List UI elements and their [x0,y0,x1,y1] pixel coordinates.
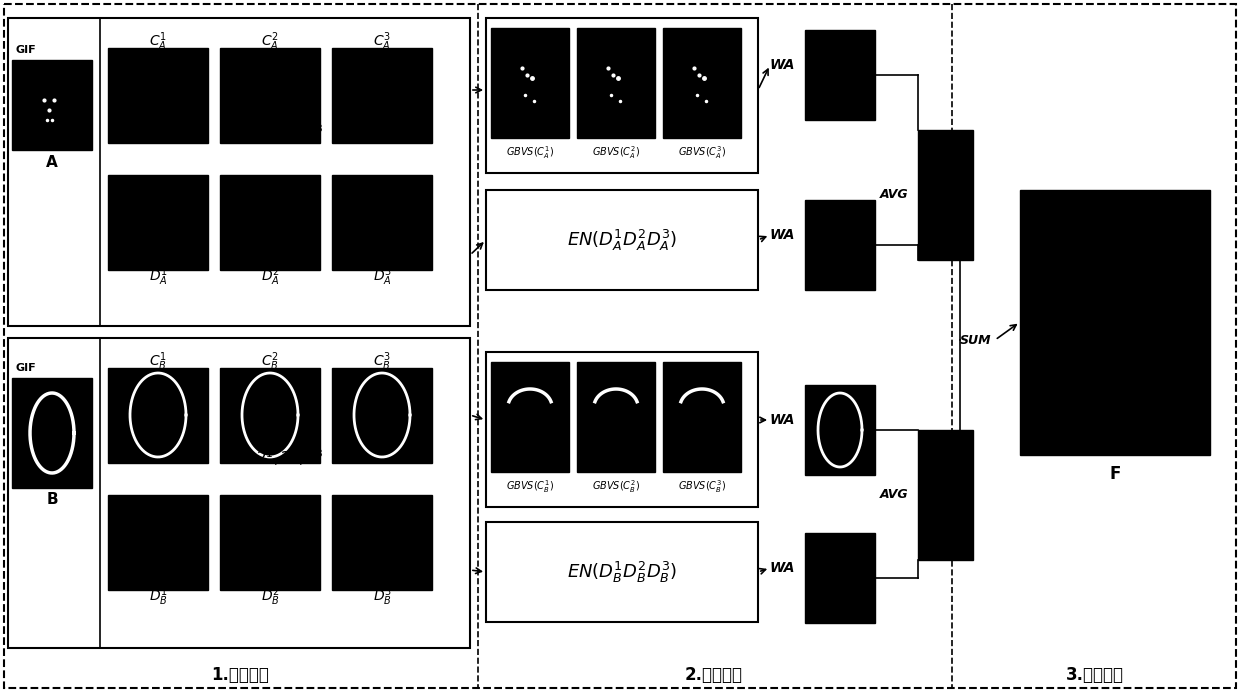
Text: WA: WA [770,561,796,575]
Bar [491,28,569,138]
Bar [219,495,320,590]
Bar [918,430,973,560]
Bar [486,190,758,290]
Text: $GBVS(C_B^3)$: $GBVS(C_B^3)$ [678,478,727,495]
Bar [219,368,320,463]
Text: F: F [1110,465,1121,483]
Text: $D_B^1$: $D_B^1$ [149,585,167,608]
Text: 3.图像重构: 3.图像重构 [1066,666,1123,684]
Bar [663,362,742,472]
Bar [108,48,208,143]
Text: $D_B^2$: $D_B^2$ [260,585,279,608]
Text: $GBVS(C_B^1)$: $GBVS(C_B^1)$ [506,478,554,495]
Bar [219,48,320,143]
Bar [486,352,758,507]
Text: $C_A^3$: $C_A^3$ [373,30,391,53]
Bar [1021,190,1210,455]
Bar [12,60,92,150]
Bar [332,175,432,270]
Bar [577,28,655,138]
Text: 2.融合规则: 2.融合规则 [684,666,743,684]
Text: WA: WA [770,58,796,72]
Text: WA: WA [770,228,796,242]
Text: $GBVS(C_A^3)$: $GBVS(C_A^3)$ [678,144,727,161]
Bar [491,362,569,472]
Bar [108,175,208,270]
Bar [108,495,208,590]
Text: $GBVS(C_B^2)$: $GBVS(C_B^2)$ [591,478,640,495]
Bar [7,18,470,326]
Text: GIF: GIF [15,363,36,373]
Text: $EN(D_A^1D_A^2D_A^3)$: $EN(D_A^1D_A^2D_A^3)$ [567,228,677,253]
Bar [486,18,758,173]
Bar [486,522,758,622]
Text: $GBVS(C_A^1)$: $GBVS(C_A^1)$ [506,144,554,161]
Text: $D_A^1$: $D_A^1$ [149,266,167,289]
Bar [7,338,470,648]
Bar [219,175,320,270]
Text: $r\!=\!2^1,2^2,2^3$: $r\!=\!2^1,2^2,2^3$ [236,448,324,468]
Text: AVG: AVG [880,489,909,502]
Text: $C_A^1$: $C_A^1$ [149,30,167,53]
Bar [332,368,432,463]
Text: B: B [46,492,58,507]
Text: WA: WA [770,413,796,427]
Text: AVG: AVG [880,188,909,201]
Text: $r\!=\!2^1,2^2,2^3$: $r\!=\!2^1,2^2,2^3$ [236,122,324,143]
Text: $D_A^3$: $D_A^3$ [372,266,392,289]
Text: $D_B^3$: $D_B^3$ [372,585,392,608]
Bar [805,533,875,623]
Text: $C_A^2$: $C_A^2$ [262,30,279,53]
Text: GIF: GIF [15,45,36,55]
Text: SUM: SUM [960,334,992,347]
Bar [332,495,432,590]
Text: $C_B^1$: $C_B^1$ [149,351,167,373]
Text: 1.图像分解: 1.图像分解 [211,666,269,684]
Bar [805,30,875,120]
Bar [663,28,742,138]
Bar [332,48,432,143]
Bar [577,362,655,472]
Bar [108,368,208,463]
Bar [805,200,875,290]
Bar [12,378,92,488]
Text: $C_B^3$: $C_B^3$ [373,351,391,373]
Text: $EN(D_B^1D_B^2D_B^3)$: $EN(D_B^1D_B^2D_B^3)$ [567,559,677,585]
Bar [918,130,973,260]
Text: A: A [46,155,58,170]
Text: $C_B^2$: $C_B^2$ [262,351,279,373]
Text: $GBVS(C_A^2)$: $GBVS(C_A^2)$ [591,144,640,161]
Text: $D_A^2$: $D_A^2$ [260,266,279,289]
Bar [805,385,875,475]
